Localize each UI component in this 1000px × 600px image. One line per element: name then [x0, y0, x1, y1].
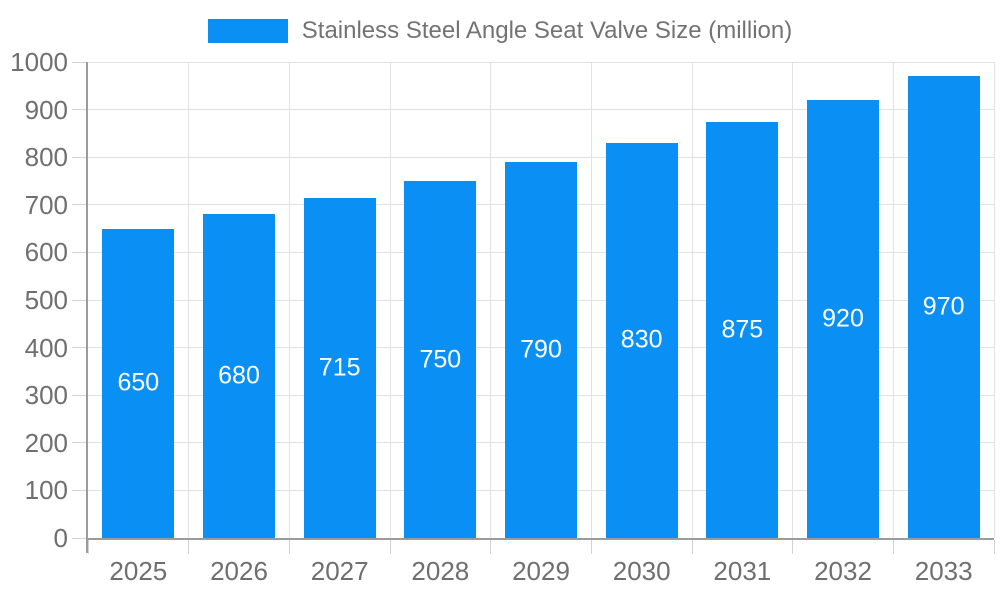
bar-2030: 830	[605, 142, 678, 538]
x-axis-tick	[389, 540, 391, 554]
x-tick-label-2027: 2027	[310, 556, 369, 586]
y-tick-label: 900	[24, 94, 68, 125]
y-tick-label: 500	[24, 285, 68, 315]
x-gridline	[590, 62, 592, 538]
y-axis-tick	[72, 109, 86, 111]
bar-2029: 790	[505, 161, 577, 538]
y-tick-label: 600	[24, 237, 68, 268]
x-axis-tick	[590, 540, 592, 554]
y-axis-line	[86, 62, 88, 553]
y-axis-tick	[72, 442, 86, 444]
x-gridline	[389, 62, 391, 538]
x-gridline	[993, 62, 995, 538]
y-gridline	[88, 109, 994, 111]
x-gridline	[288, 62, 290, 538]
bar-value-label: 750	[419, 345, 462, 373]
legend-label: Stainless Steel Angle Seat Valve Size (m…	[301, 17, 793, 44]
y-tick-label: 800	[24, 142, 68, 173]
y-tick-label: 700	[24, 189, 68, 220]
bar-value-label: 970	[922, 292, 965, 321]
bar-value-label: 680	[218, 361, 260, 390]
x-tick-label-2033: 2033	[914, 556, 973, 586]
y-axis-tick	[72, 156, 86, 158]
x-tick-label-2030: 2030	[612, 556, 671, 586]
y-tick-label: 1000	[10, 47, 68, 77]
x-tick-label-2028: 2028	[411, 556, 470, 586]
bar-2028: 750	[404, 181, 477, 538]
x-axis-tick	[792, 540, 794, 554]
x-axis-tick	[87, 540, 89, 554]
y-axis-tick	[72, 204, 86, 206]
legend-item[interactable]: Stainless Steel Angle Seat Valve Size (m…	[0, 9, 1000, 53]
bar-value-label: 875	[721, 315, 764, 344]
bar-2033: 970	[907, 76, 980, 538]
y-tick-label: 0	[53, 523, 68, 553]
y-axis-tick	[72, 347, 86, 349]
bar-value-label: 790	[520, 335, 562, 364]
legend-swatch	[207, 19, 288, 43]
y-axis-tick	[72, 489, 86, 491]
x-tick-label-2025: 2025	[109, 556, 168, 586]
x-gridline	[188, 62, 190, 538]
plot-area: 0 100 200 300 400 500 600 700 800 900 1000 650 2025 6…	[10, 49, 995, 584]
y-gridline	[88, 61, 994, 63]
y-axis-tick	[72, 299, 86, 301]
x-gridline	[490, 62, 492, 538]
y-tick-label: 400	[24, 332, 68, 363]
x-axis-tick	[892, 540, 894, 554]
bar-value-label: 650	[117, 368, 160, 397]
x-axis-line	[86, 538, 994, 540]
y-axis-tick	[72, 251, 86, 253]
bar-2025: 650	[102, 228, 175, 538]
x-tick-label-2032: 2032	[814, 556, 872, 586]
y-gridline	[88, 156, 994, 158]
bar-value-label: 715	[318, 353, 361, 382]
x-axis-tick	[188, 540, 190, 554]
x-gridline	[792, 62, 794, 538]
bar-2032: 920	[807, 100, 879, 538]
bar-2027: 715	[303, 197, 376, 538]
y-axis-tick	[72, 61, 86, 63]
x-axis-tick	[490, 540, 492, 554]
x-axis-tick	[993, 540, 995, 554]
x-gridline	[892, 62, 894, 538]
x-tick-label-2026: 2026	[210, 556, 268, 586]
x-axis-tick	[288, 540, 290, 554]
x-tick-label-2031: 2031	[713, 556, 772, 586]
x-gridline	[691, 62, 693, 538]
bar-2031: 875	[706, 121, 779, 538]
y-axis-tick	[72, 537, 86, 539]
bar-value-label: 830	[620, 325, 663, 354]
x-tick-label-2029: 2029	[512, 556, 570, 586]
y-axis-tick	[72, 394, 86, 396]
bar-2026: 680	[203, 214, 275, 538]
x-axis-tick	[691, 540, 693, 554]
bar-value-label: 920	[822, 304, 864, 333]
y-tick-label: 300	[24, 380, 68, 411]
y-tick-label: 100	[24, 475, 68, 506]
y-tick-label: 200	[24, 427, 68, 458]
